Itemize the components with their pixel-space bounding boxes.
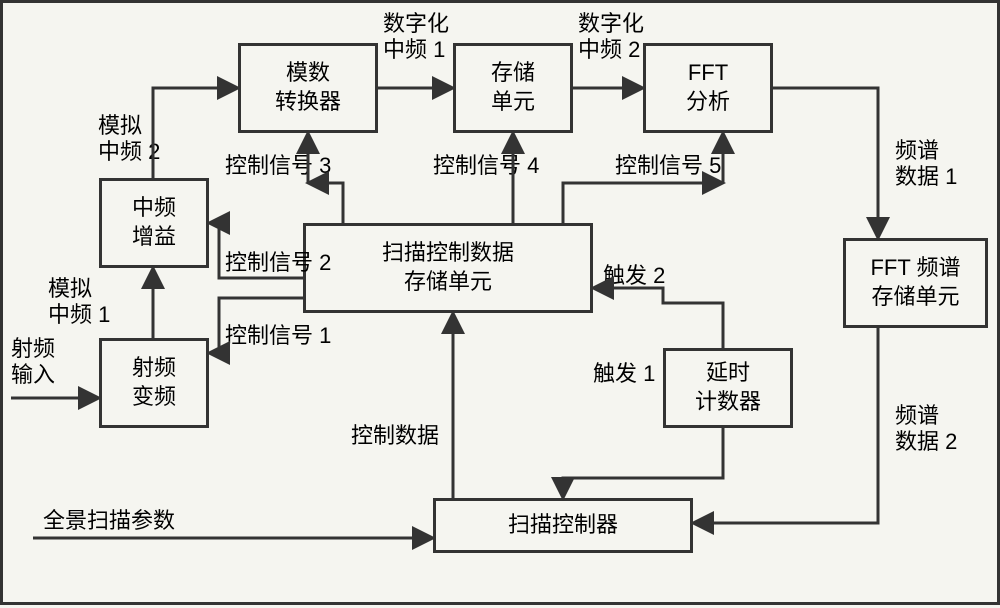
node-label: 延时 xyxy=(706,359,750,388)
label-rf-in: 射频输入 xyxy=(11,336,55,389)
node-label: 模数 xyxy=(286,59,330,88)
node-label: 中频 xyxy=(132,194,176,223)
node-label: 单元 xyxy=(491,88,535,117)
label-ctrl3: 控制信号 3 xyxy=(225,153,331,179)
node-label: 存储单元 xyxy=(871,283,959,312)
node-scan-store: 扫描控制数据 存储单元 xyxy=(303,223,593,313)
node-label: 分析 xyxy=(686,88,730,117)
node-label: 存储 xyxy=(491,59,535,88)
node-delay: 延时 计数器 xyxy=(663,348,793,428)
label-analog-if2: 模拟中频 2 xyxy=(98,113,160,166)
node-label: 转换器 xyxy=(275,88,341,117)
label-ctrl1: 控制信号 1 xyxy=(225,323,331,349)
node-label: 变频 xyxy=(132,383,176,412)
node-fft-store: FFT 频谱 存储单元 xyxy=(843,238,988,328)
node-label: 扫描控制器 xyxy=(508,511,618,540)
label-trig1: 触发 1 xyxy=(593,361,655,387)
node-store: 存储 单元 xyxy=(453,43,573,133)
label-analog-if1: 模拟中频 1 xyxy=(48,276,110,329)
label-ctrl2: 控制信号 2 xyxy=(225,250,331,276)
node-label: 计数器 xyxy=(695,388,761,417)
node-label: 扫描控制数据 xyxy=(382,239,514,268)
label-spec1: 频谱数据 1 xyxy=(895,138,957,191)
label-ctrl4: 控制信号 4 xyxy=(433,153,539,179)
label-spec2: 频谱数据 2 xyxy=(895,403,957,456)
label-trig2: 触发 2 xyxy=(603,263,665,289)
label-ctrl5: 控制信号 5 xyxy=(615,153,721,179)
node-scan-ctrl: 扫描控制器 xyxy=(433,498,693,553)
node-label: 射频 xyxy=(132,354,176,383)
node-label: 存储单元 xyxy=(404,268,492,297)
node-fft: FFT 分析 xyxy=(643,43,773,133)
node-label: 增益 xyxy=(132,223,176,252)
node-label: FFT 频谱 xyxy=(870,254,960,283)
node-if-gain: 中频 增益 xyxy=(99,178,209,268)
node-rf-conv: 射频 变频 xyxy=(99,338,209,428)
node-adc: 模数 转换器 xyxy=(238,43,378,133)
label-ctrl-data: 控制数据 xyxy=(351,423,439,449)
label-pano: 全景扫描参数 xyxy=(43,508,175,534)
label-digital-if1: 数字化中频 1 xyxy=(383,11,449,64)
label-digital-if2: 数字化中频 2 xyxy=(578,11,644,64)
node-label: FFT xyxy=(688,59,728,88)
